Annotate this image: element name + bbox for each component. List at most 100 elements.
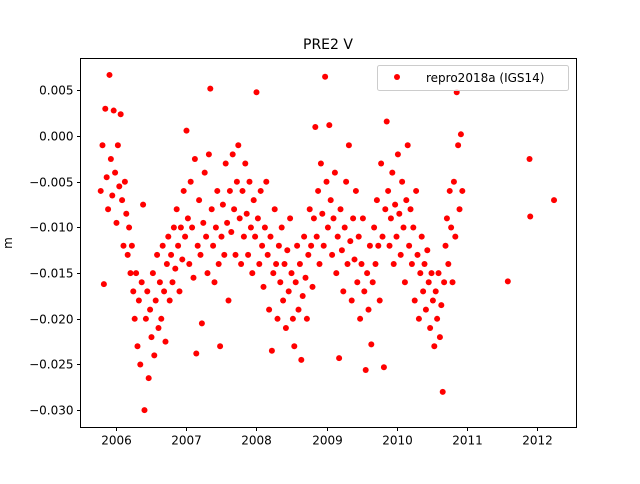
data-point	[120, 242, 127, 249]
data-point	[177, 224, 184, 231]
data-point	[224, 219, 231, 226]
data-point	[156, 279, 163, 286]
data-point	[368, 341, 375, 348]
data-point	[443, 215, 450, 222]
data-point	[344, 261, 351, 268]
data-point	[302, 274, 309, 281]
data-point	[263, 178, 270, 185]
data-point	[100, 281, 107, 288]
y-tick-label: −0.020	[29, 313, 73, 327]
data-point	[170, 224, 177, 231]
data-point	[254, 215, 261, 222]
data-point	[107, 155, 114, 162]
y-tick-label: 0.005	[39, 84, 73, 98]
data-point	[295, 306, 302, 313]
data-point	[299, 292, 306, 299]
data-point	[383, 118, 390, 125]
data-point	[449, 279, 456, 286]
data-point	[277, 279, 284, 286]
data-point	[350, 215, 357, 222]
data-point	[250, 197, 257, 204]
data-point	[406, 242, 413, 249]
data-point	[119, 197, 126, 204]
data-point	[203, 233, 210, 240]
legend: repro2018a (IGS14)	[377, 65, 569, 91]
data-point	[211, 279, 218, 286]
data-point	[113, 219, 120, 226]
data-point	[190, 274, 197, 281]
data-point	[359, 215, 366, 222]
data-point	[267, 233, 274, 240]
data-point	[235, 142, 242, 149]
data-point	[399, 178, 406, 185]
data-point	[197, 251, 204, 258]
data-point	[352, 187, 359, 194]
data-point	[236, 215, 243, 222]
data-point	[459, 187, 466, 194]
data-point	[105, 206, 112, 213]
data-point	[245, 251, 252, 258]
data-point	[280, 297, 287, 304]
data-point	[176, 288, 183, 295]
y-axis-ticks: 0.005 0.000 −0.005 −0.010 −0.015 −0.020 −0.025…	[29, 84, 81, 418]
data-point	[410, 224, 417, 231]
data-point	[301, 233, 308, 240]
data-point	[432, 288, 439, 295]
data-point	[264, 251, 271, 258]
data-point	[155, 324, 162, 331]
data-point	[385, 187, 392, 194]
data-point	[285, 288, 292, 295]
data-point	[341, 224, 348, 231]
data-point	[134, 343, 141, 350]
data-point	[200, 219, 207, 226]
data-point	[375, 242, 382, 249]
data-point	[138, 279, 145, 286]
data-point	[420, 288, 427, 295]
data-point	[154, 251, 161, 258]
data-point	[247, 224, 254, 231]
data-point	[306, 206, 313, 213]
data-point	[382, 206, 389, 213]
data-point	[428, 270, 435, 277]
y-tick-label: −0.010	[29, 221, 73, 235]
data-point	[193, 350, 200, 357]
data-point	[431, 343, 438, 350]
data-point	[407, 206, 414, 213]
x-tick-label: 2009	[312, 434, 343, 448]
data-point	[191, 155, 198, 162]
data-point	[145, 375, 152, 382]
data-point	[343, 178, 350, 185]
data-point	[376, 297, 383, 304]
data-point	[266, 306, 273, 313]
data-point	[434, 315, 441, 322]
data-point	[336, 355, 343, 362]
data-point	[365, 306, 372, 313]
data-point	[182, 233, 189, 240]
data-point	[380, 364, 387, 371]
data-point	[415, 315, 422, 322]
data-point	[161, 288, 168, 295]
data-point	[292, 279, 299, 286]
data-point	[242, 160, 249, 167]
data-point	[392, 201, 399, 208]
data-point	[127, 270, 134, 277]
data-point	[456, 206, 463, 213]
data-point	[135, 297, 142, 304]
data-point	[294, 242, 301, 249]
data-point	[159, 242, 166, 249]
data-point	[184, 215, 191, 222]
data-point	[327, 197, 334, 204]
data-point	[324, 224, 331, 231]
data-point	[261, 224, 268, 231]
data-point	[268, 347, 275, 354]
data-point	[442, 242, 449, 249]
data-point	[393, 233, 400, 240]
data-point	[147, 306, 154, 313]
data-point	[239, 187, 246, 194]
data-point	[313, 233, 320, 240]
data-point	[337, 206, 344, 213]
data-point	[97, 187, 104, 194]
data-point	[273, 261, 280, 268]
data-point	[424, 247, 431, 254]
data-point	[252, 233, 259, 240]
